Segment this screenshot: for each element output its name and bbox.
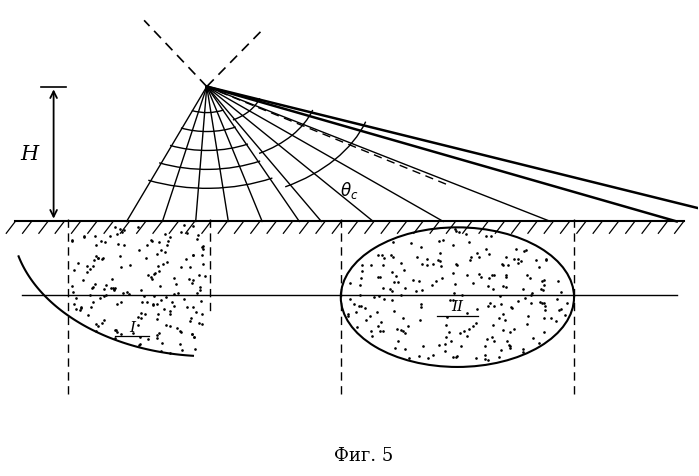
Text: I: I	[129, 321, 135, 335]
Text: Фиг. 5: Фиг. 5	[334, 446, 393, 465]
Text: $\theta_c$: $\theta_c$	[340, 180, 359, 201]
Text: H: H	[20, 145, 38, 163]
Text: II: II	[452, 299, 463, 314]
